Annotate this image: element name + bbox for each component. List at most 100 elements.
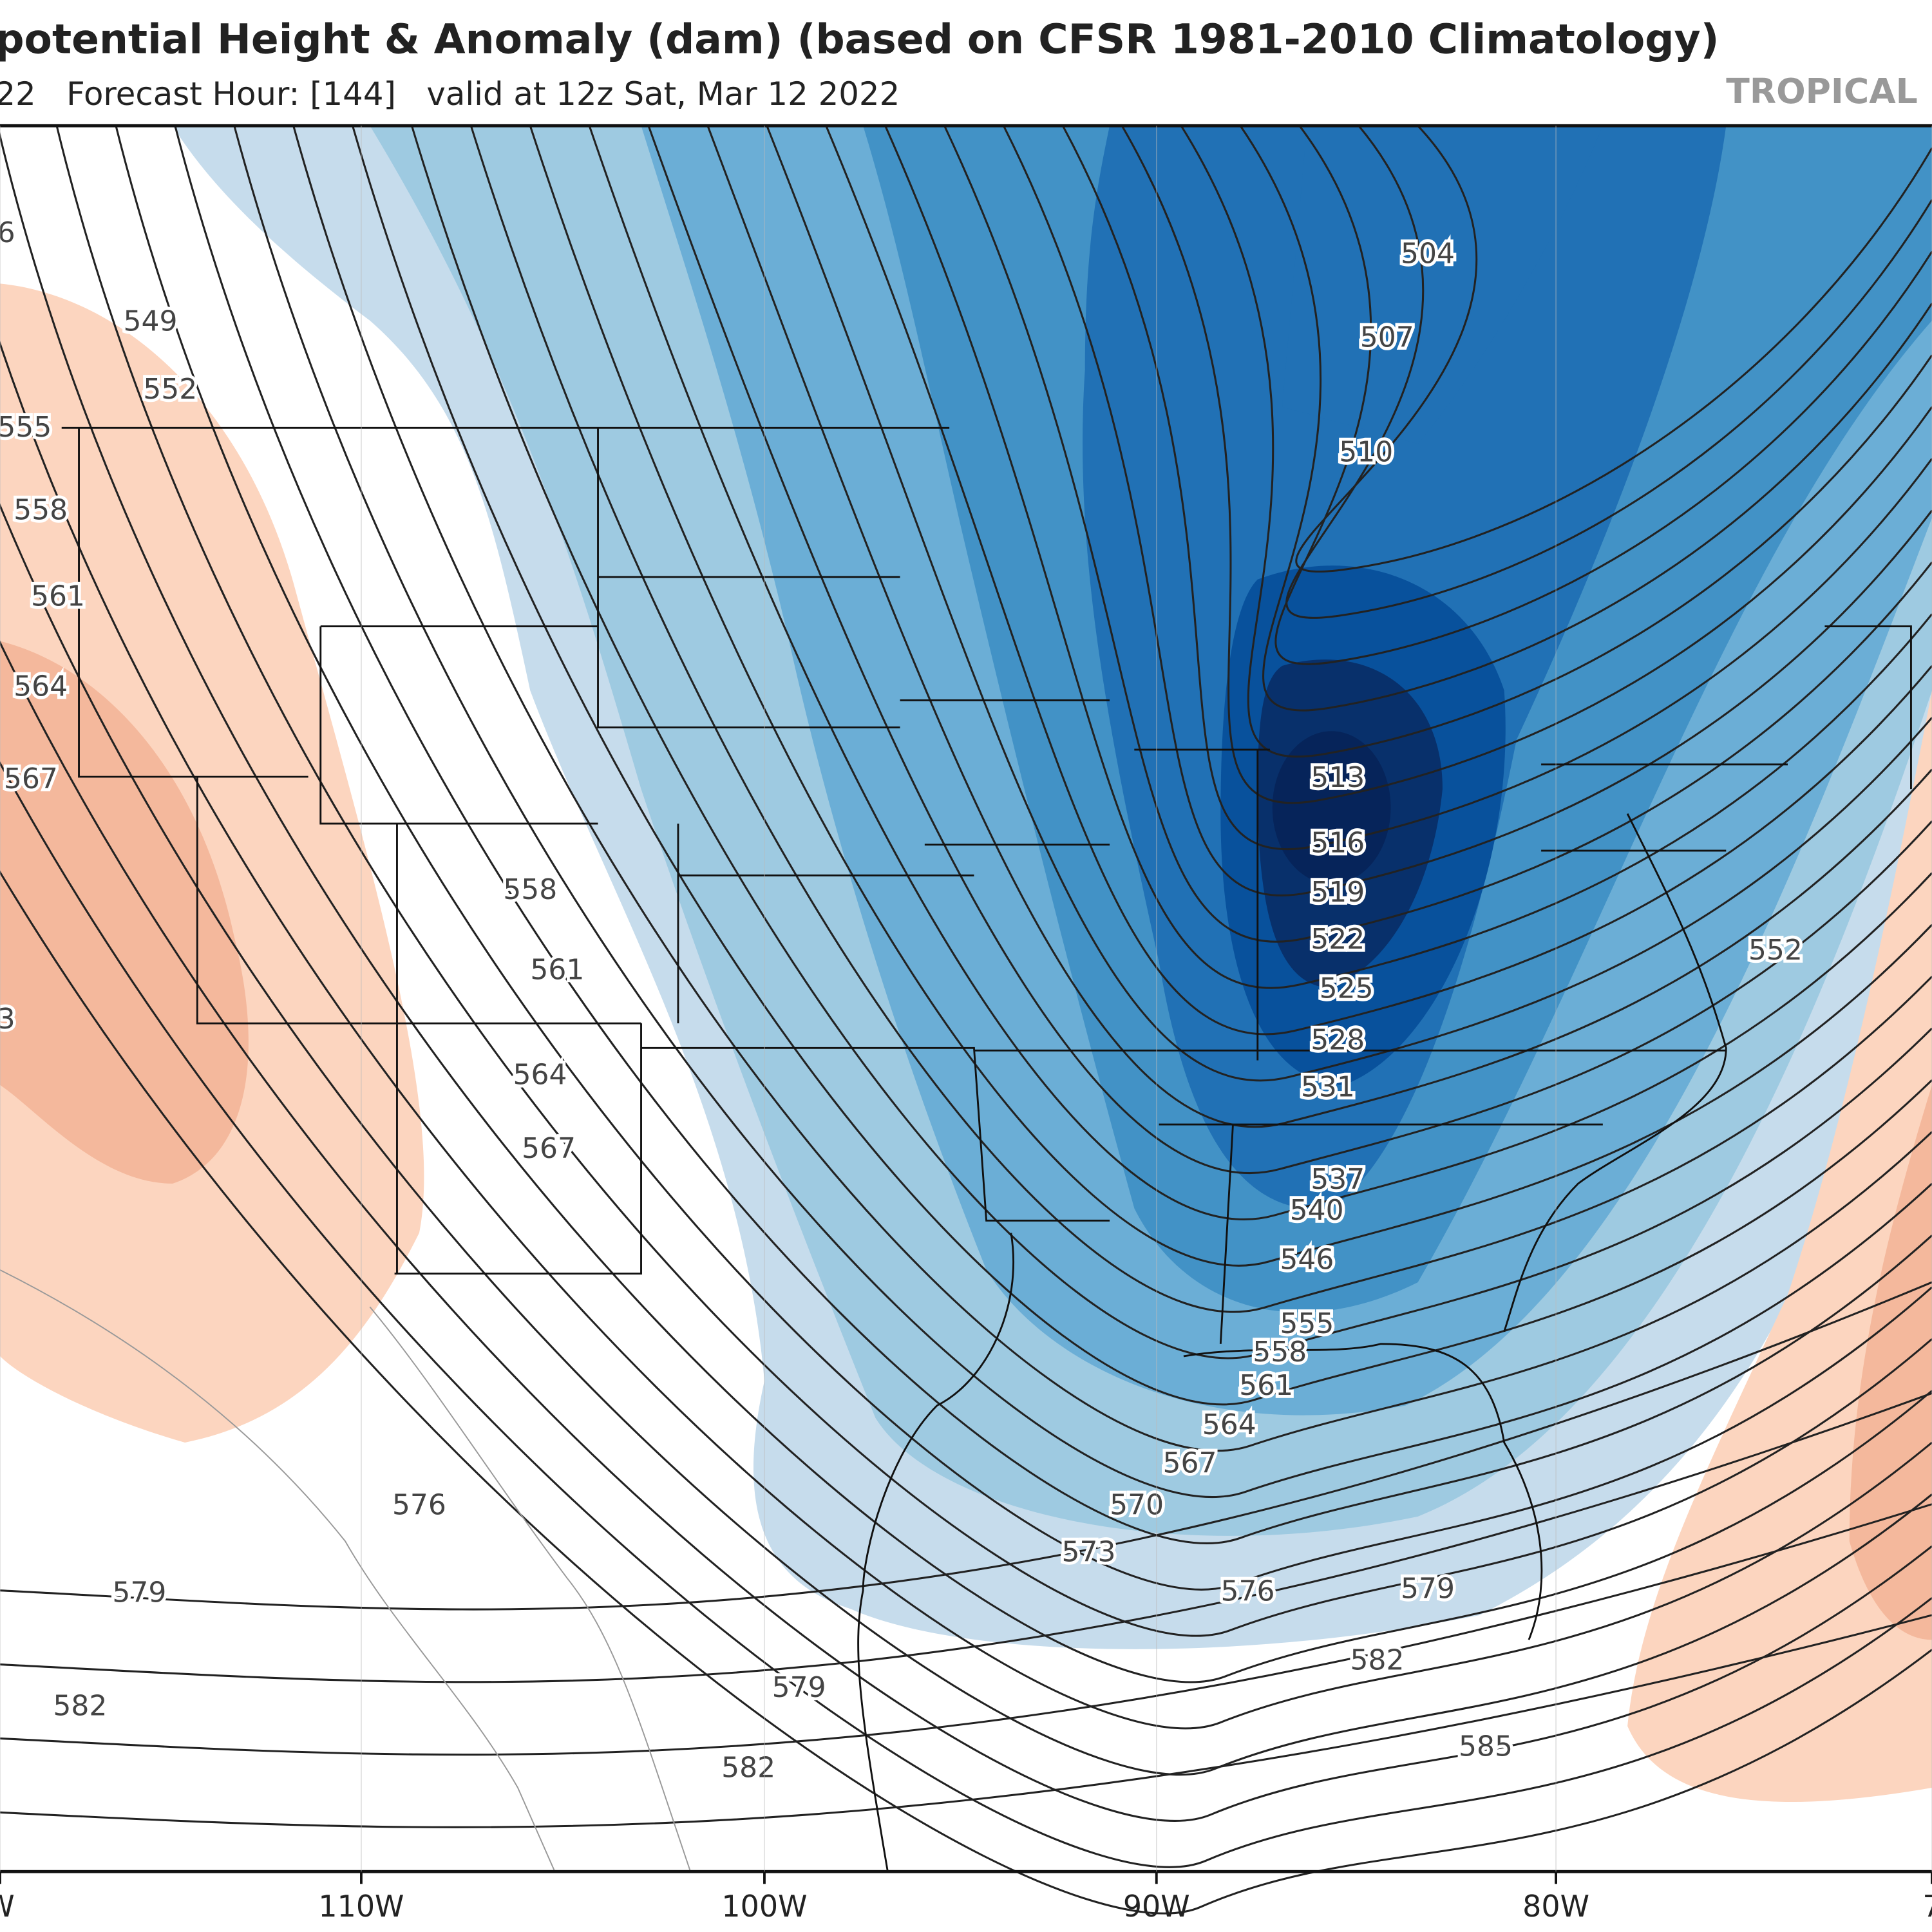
contour-line <box>0 640 1932 1822</box>
contour-line <box>469 125 1932 1313</box>
contour-line <box>825 125 1932 1036</box>
longitude-label: 90W <box>1123 1889 1190 1924</box>
border-lines <box>61 426 1912 1344</box>
contour-label: 552 <box>143 373 197 406</box>
anomaly-level <box>1282 126 1603 444</box>
contour-label: 507 <box>1360 321 1414 354</box>
subtitle: 22 Forecast Hour: [144] valid at 12z Sat… <box>0 75 900 113</box>
longitude-label: 80W <box>1522 1889 1589 1924</box>
anomaly-level <box>1272 731 1391 884</box>
contour-line <box>588 125 1932 1220</box>
contour-label: 519 <box>1311 876 1365 909</box>
contour-label: 561 <box>1239 1369 1293 1402</box>
height-contours <box>0 125 1932 1915</box>
coastline <box>857 813 1727 1872</box>
contour-line <box>1121 125 1932 804</box>
contour-line <box>0 870 1932 1915</box>
contour-line <box>884 125 1932 989</box>
contour-line <box>174 125 1932 1544</box>
anomaly-shading <box>0 126 1932 1803</box>
contour-label: 579 <box>772 1671 826 1704</box>
longitude-label: W <box>0 1889 15 1924</box>
contour-line <box>410 125 1932 1359</box>
contour-label: 582 <box>53 1690 107 1723</box>
contour-label: 576 <box>1220 1575 1274 1608</box>
contour-label: 582 <box>1350 1644 1404 1677</box>
contour-label: 570 <box>1110 1489 1164 1522</box>
contour-line <box>1295 125 1932 573</box>
contour-line <box>55 125 1932 1637</box>
contour-label: 564 <box>14 670 68 703</box>
contour-label: 525 <box>1320 972 1374 1005</box>
contour-line <box>706 125 1932 1128</box>
brand: TROPICAL <box>1726 71 1918 111</box>
contour-label: 576 <box>392 1489 446 1522</box>
contour-label: 510 <box>1339 436 1393 469</box>
contour-label: 558 <box>503 873 557 906</box>
contour-label: 555 <box>1280 1307 1334 1340</box>
contour-line <box>0 340 1932 1730</box>
contour-label: 549 <box>124 305 178 338</box>
contour-line <box>1285 125 1932 619</box>
country-lines <box>0 1269 692 1872</box>
contour-line <box>292 125 1932 1452</box>
contour-label: 564 <box>513 1058 567 1091</box>
contour-label: 504 <box>1401 237 1455 270</box>
longitude-label: 110W <box>318 1889 404 1924</box>
contour-line <box>233 125 1932 1499</box>
contour-label: 561 <box>31 580 85 613</box>
contour-line <box>0 1614 1932 1828</box>
contour-line <box>1180 125 1932 758</box>
contour-line <box>943 125 1932 943</box>
contour-line <box>352 125 1932 1406</box>
contour-label: 546 <box>1280 1244 1334 1276</box>
contour-line <box>647 125 1932 1174</box>
longitude-axis: W 110W 100W 90W 80W 7 <box>0 126 1932 1924</box>
contour-line <box>0 1281 1932 1611</box>
contour-line <box>1003 125 1932 897</box>
contour-label: 528 <box>1311 1024 1365 1057</box>
contour-label: 552 <box>1748 934 1803 967</box>
contour-line <box>0 131 1932 1683</box>
contour-label: 516 <box>1311 826 1365 859</box>
contour-label: 513 <box>1311 761 1365 794</box>
anomaly-level <box>1849 1084 1932 1640</box>
contour-label: 585 <box>1459 1730 1513 1763</box>
contour-label: 573 <box>1061 1535 1115 1568</box>
state-borders <box>0 426 1912 1872</box>
contour-label: 564 <box>1202 1408 1256 1441</box>
contour-line <box>1061 125 1932 851</box>
contour-label: 3 <box>0 1003 15 1036</box>
contour-line <box>115 125 1932 1591</box>
contour-label: 522 <box>1311 923 1365 956</box>
contour-label: 567 <box>1162 1446 1217 1479</box>
title: potential Height & Anomaly (dam) (based … <box>0 15 1719 63</box>
contour-label: 567 <box>522 1132 576 1165</box>
longitude-label: 100W <box>721 1889 807 1924</box>
contour-label: 531 <box>1301 1070 1355 1103</box>
contour-label: 540 <box>1290 1194 1344 1227</box>
contour-line <box>1274 125 1932 665</box>
contour-label: 582 <box>721 1751 775 1784</box>
contour-label: 558 <box>1253 1336 1307 1368</box>
contour-line <box>0 1503 1932 1756</box>
contour-label: 561 <box>530 954 584 987</box>
longitude-label: 7 <box>1922 1889 1932 1924</box>
contour-label: 558 <box>14 494 68 527</box>
contour-line <box>0 502 1932 1776</box>
contour-line <box>0 761 1932 1868</box>
contour-label: 579 <box>1401 1573 1455 1605</box>
contour-label: 537 <box>1311 1163 1365 1196</box>
contour-label: 555 <box>0 411 52 444</box>
anomaly-level <box>0 641 249 1184</box>
contour-line <box>529 125 1932 1267</box>
contour-line <box>1239 125 1932 712</box>
map-frame <box>0 124 1932 1873</box>
contour-label: 579 <box>112 1576 166 1609</box>
contour-label: 567 <box>4 762 58 795</box>
contour-line <box>0 1392 1932 1683</box>
contour-label: 6 <box>0 216 15 249</box>
